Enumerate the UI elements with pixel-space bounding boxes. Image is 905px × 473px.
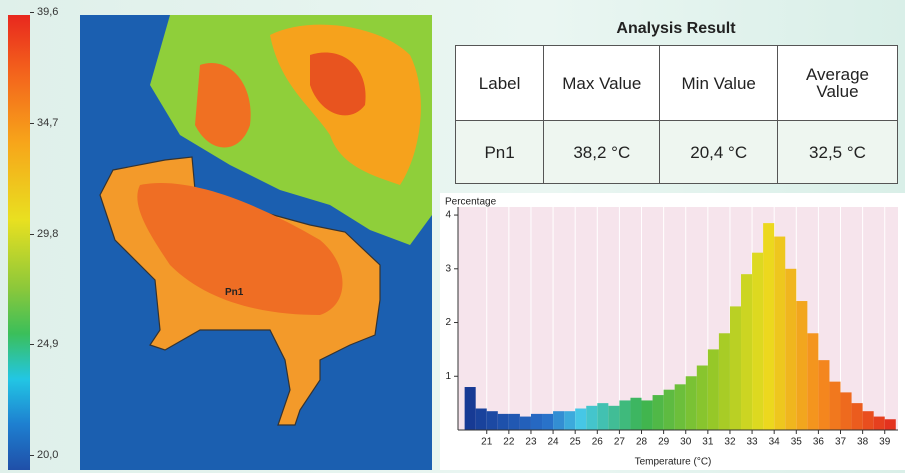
scale-label: 20,0	[37, 449, 59, 461]
cell: Pn1	[454, 120, 545, 184]
table-row: Pn1 38,2 °C 20,4 °C 32,5 °C	[454, 120, 899, 184]
scale-tick	[30, 344, 34, 346]
region-heat	[137, 183, 343, 315]
x-tick-label: 33	[747, 437, 759, 448]
bar	[586, 405, 598, 430]
bar	[707, 349, 719, 430]
scale-label: 24,9	[37, 338, 59, 351]
bar	[497, 413, 509, 430]
bar	[608, 405, 620, 430]
bar	[464, 387, 476, 430]
bar	[741, 274, 753, 430]
bar	[696, 365, 708, 430]
x-tick-label: 35	[791, 437, 803, 448]
scale-tick	[30, 455, 34, 456]
bar	[641, 400, 653, 430]
bar	[862, 411, 874, 430]
color-scale	[8, 15, 30, 470]
bar	[564, 411, 576, 430]
background-heat	[195, 63, 251, 148]
bar	[818, 360, 830, 430]
bar	[840, 392, 852, 430]
x-tick-label: 29	[658, 437, 670, 448]
bar	[796, 301, 808, 430]
x-tick-label: 31	[702, 437, 714, 448]
header-cell: Max Value	[543, 45, 661, 121]
header-cell: Label	[454, 45, 545, 121]
x-tick-label: 22	[503, 437, 515, 448]
table-title: Analysis Result	[616, 20, 736, 37]
scale-label: 34,7	[37, 116, 59, 129]
y-tick-label: 2	[445, 317, 451, 328]
result-table: Label Max Value Min Value Average Value …	[454, 45, 899, 184]
y-tick-label: 4	[445, 210, 451, 221]
x-tick-label: 39	[879, 437, 891, 448]
x-tick-label: 26	[592, 437, 604, 448]
x-tick-label: 36	[813, 437, 825, 448]
bar	[619, 400, 631, 430]
y-tick-label: 3	[445, 263, 451, 274]
region-label: Pn1	[225, 287, 244, 298]
cell: 38,2 °C	[543, 120, 661, 184]
x-tick-label: 38	[857, 437, 869, 448]
table-header: Label Max Value Min Value Average Value	[454, 45, 899, 121]
bar	[508, 413, 520, 430]
bar	[542, 413, 554, 430]
bar	[663, 389, 675, 430]
x-tick-label: 30	[680, 437, 692, 448]
bar	[763, 223, 775, 430]
bar	[486, 411, 498, 430]
x-tick-label: 32	[724, 437, 736, 448]
x-tick-label: 37	[835, 437, 847, 448]
bar	[829, 381, 841, 430]
bar	[851, 403, 863, 430]
bar	[884, 419, 896, 430]
y-tick-label: 1	[445, 371, 451, 382]
bar	[652, 395, 664, 430]
y-axis-label: Percentage	[445, 197, 497, 208]
bar	[807, 333, 819, 430]
scale-label: 29,8	[37, 227, 59, 240]
x-tick-label: 24	[548, 437, 560, 448]
bar	[729, 306, 742, 430]
thermal-image: Pn1	[80, 15, 432, 470]
header-cell: Average Value	[776, 45, 899, 121]
bar	[785, 268, 797, 430]
bar	[553, 411, 565, 430]
scale-tick	[30, 12, 34, 13]
bar	[774, 236, 786, 430]
background-heat	[310, 52, 366, 116]
x-tick-label: 28	[636, 437, 648, 448]
scale-label: 39,6	[37, 6, 59, 18]
x-tick-label: 23	[525, 437, 537, 448]
header-cell: Min Value	[659, 45, 778, 121]
cell: 20,4 °C	[659, 120, 778, 184]
bar	[519, 416, 531, 430]
bar	[685, 376, 697, 430]
bar	[718, 333, 730, 430]
bar	[597, 403, 609, 430]
scale-tick	[30, 233, 34, 235]
bar	[530, 413, 543, 430]
bar	[630, 397, 642, 430]
bar	[873, 416, 885, 430]
bar	[674, 384, 686, 430]
bar	[752, 252, 764, 430]
cell: 32,5 °C	[776, 120, 899, 184]
x-tick-label: 27	[614, 437, 626, 448]
bar	[575, 408, 587, 430]
x-axis-label: Temperature (°C)	[635, 457, 712, 468]
x-tick-label: 21	[481, 437, 493, 448]
x-tick-label: 34	[769, 437, 781, 448]
scale-tick	[30, 122, 34, 124]
x-tick-label: 25	[570, 437, 582, 448]
bar	[475, 408, 487, 430]
